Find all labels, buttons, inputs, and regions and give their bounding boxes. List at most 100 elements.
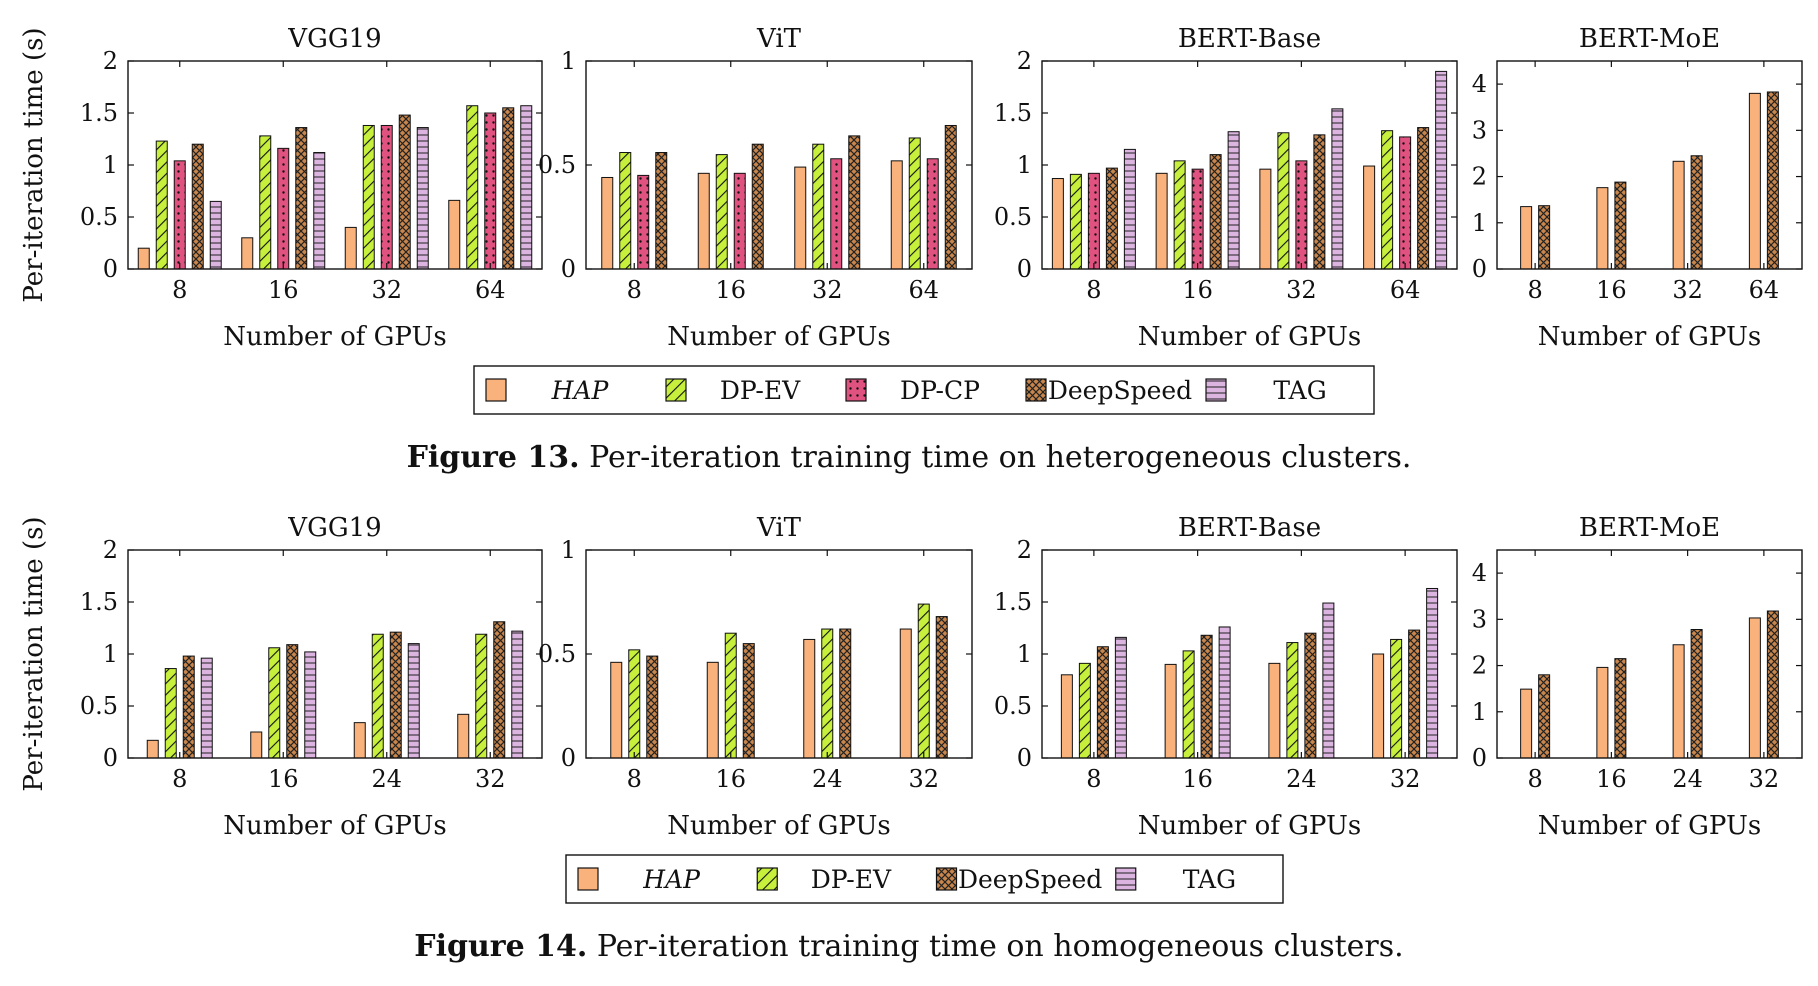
bar-deepspeed-16 xyxy=(295,127,308,270)
figure-13-caption-text: Per-iteration training time on heterogen… xyxy=(589,440,1412,475)
bar-tag-64 xyxy=(1435,70,1448,270)
y-tick-label: 1.5 xyxy=(994,99,1032,127)
bar-tag-8 xyxy=(200,657,213,759)
bar-tag-16 xyxy=(304,651,317,759)
y-tick-label: 0 xyxy=(1472,744,1487,772)
y-tick-label: 0.5 xyxy=(538,640,576,668)
x-axis-label: Number of GPUs xyxy=(1138,322,1361,352)
chart-title: VGG19 xyxy=(287,513,381,543)
bar-hap-64 xyxy=(890,160,903,270)
bar-dp-cp-8 xyxy=(1087,172,1100,270)
chart-fig14-vit: ViT 0 0.5 1 8 16 24 32 Number of GPUs xyxy=(538,513,973,841)
bar-dp-ev-8 xyxy=(1078,662,1091,759)
x-tick-label: 64 xyxy=(908,276,939,304)
bar-deepspeed-16 xyxy=(742,643,755,759)
legend-label-tag: TAG xyxy=(1183,865,1236,894)
y-axis-label: Per-iteration time (s) xyxy=(19,27,49,302)
x-tick-label: 16 xyxy=(715,765,746,793)
bar-dp-ev-32 xyxy=(475,633,488,759)
chart-fig13-vgg19: VGG19 0 0.5 1 1.5 2 8 16 32 64 Number of GPUs Per-i… xyxy=(19,24,543,352)
bar-deepspeed-8 xyxy=(182,655,195,759)
bar-dp-cp-64 xyxy=(1399,136,1412,270)
bar-dp-ev-16 xyxy=(724,632,737,759)
legend-swatch-tag xyxy=(1205,378,1227,402)
bar-deepspeed-16 xyxy=(286,644,299,759)
legend-label-dp-ev: DP-EV xyxy=(811,865,892,894)
x-tick-label: 16 xyxy=(268,276,299,304)
bar-dp-ev-24 xyxy=(371,633,384,759)
bar-hap-16 xyxy=(706,661,719,759)
bar-deepspeed-24 xyxy=(389,631,402,759)
y-tick-label: 2 xyxy=(1472,652,1487,680)
bar-deepspeed-8 xyxy=(1105,167,1118,270)
bar-tag-32 xyxy=(1331,108,1344,270)
bar-deepspeed-32 xyxy=(935,616,948,759)
y-tick-label: 0 xyxy=(103,744,118,772)
y-tick-label: 0.5 xyxy=(538,151,576,179)
chart-title: BERT-MoE xyxy=(1579,24,1720,54)
bar-dp-ev-16 xyxy=(1182,650,1195,759)
y-tick-label: 0.5 xyxy=(80,692,118,720)
bar-dp-ev-16 xyxy=(259,135,272,270)
x-tick-label: 32 xyxy=(475,765,506,793)
bar-tag-8 xyxy=(1123,148,1136,270)
y-axis-label: Per-iteration time (s) xyxy=(19,516,49,791)
bar-dp-ev-32 xyxy=(917,603,930,759)
y-tick-label: 1.5 xyxy=(80,99,118,127)
bar-dp-ev-16 xyxy=(715,154,728,270)
bar-tag-24 xyxy=(407,643,420,759)
bar-hap-16 xyxy=(250,731,263,759)
bar-hap-24 xyxy=(803,638,816,759)
y-tick-label: 1 xyxy=(561,47,576,75)
x-tick-label: 24 xyxy=(371,765,402,793)
bar-dp-cp-16 xyxy=(1191,168,1204,270)
bar-deepspeed-16 xyxy=(1614,658,1627,759)
y-tick-label: 1.5 xyxy=(994,588,1032,616)
legend-swatch-hap xyxy=(577,867,599,891)
legend-swatch-dp-cp xyxy=(845,378,867,402)
y-tick-label: 2 xyxy=(1017,536,1032,564)
x-tick-label: 32 xyxy=(812,276,843,304)
bar-dp-cp-64 xyxy=(926,158,939,270)
bar-hap-8 xyxy=(610,661,623,759)
x-tick-label: 16 xyxy=(715,276,746,304)
x-tick-label: 16 xyxy=(1182,765,1213,793)
x-axis-label: Number of GPUs xyxy=(1538,811,1761,841)
plot-frame xyxy=(585,60,973,270)
chart-title: BERT-Base xyxy=(1178,24,1321,54)
bar-dp-ev-32 xyxy=(812,143,825,270)
bar-dp-ev-24 xyxy=(1286,642,1299,759)
y-tick-label: 2 xyxy=(103,536,118,564)
chart-title: BERT-Base xyxy=(1178,513,1321,543)
bar-dp-cp-64 xyxy=(484,112,497,270)
bar-hap-16 xyxy=(241,237,254,270)
x-tick-label: 8 xyxy=(1086,765,1101,793)
legend-label-hap: HAP xyxy=(642,865,701,894)
y-tick-label: 0 xyxy=(1017,255,1032,283)
plot-frame xyxy=(127,549,543,759)
bar-dp-ev-8 xyxy=(619,152,632,270)
chart-title: ViT xyxy=(756,513,802,543)
bar-tag-32 xyxy=(511,630,524,759)
bar-dp-ev-64 xyxy=(1381,130,1394,270)
bar-hap-32 xyxy=(344,226,357,270)
bar-deepspeed-32 xyxy=(848,135,861,270)
bar-deepspeed-24 xyxy=(1690,629,1703,759)
bar-dp-ev-8 xyxy=(628,649,641,759)
legend-label-deepspeed: DeepSpeed xyxy=(1048,376,1192,405)
x-tick-label: 16 xyxy=(268,765,299,793)
bar-hap-16 xyxy=(1155,172,1168,270)
y-tick-label: 4 xyxy=(1472,559,1487,587)
chart-title: BERT-MoE xyxy=(1579,513,1720,543)
x-tick-label: 8 xyxy=(1527,765,1542,793)
bar-hap-8 xyxy=(601,176,614,270)
bar-dp-cp-8 xyxy=(173,160,186,270)
x-axis-label: Number of GPUs xyxy=(1538,322,1761,352)
legend-swatch-tag xyxy=(1115,867,1137,891)
y-tick-label: 0 xyxy=(561,255,576,283)
bar-dp-ev-64 xyxy=(466,105,479,270)
y-tick-label: 3 xyxy=(1472,605,1487,633)
y-tick-label: 1.5 xyxy=(80,588,118,616)
y-tick-label: 0.5 xyxy=(994,203,1032,231)
x-tick-label: 64 xyxy=(475,276,506,304)
